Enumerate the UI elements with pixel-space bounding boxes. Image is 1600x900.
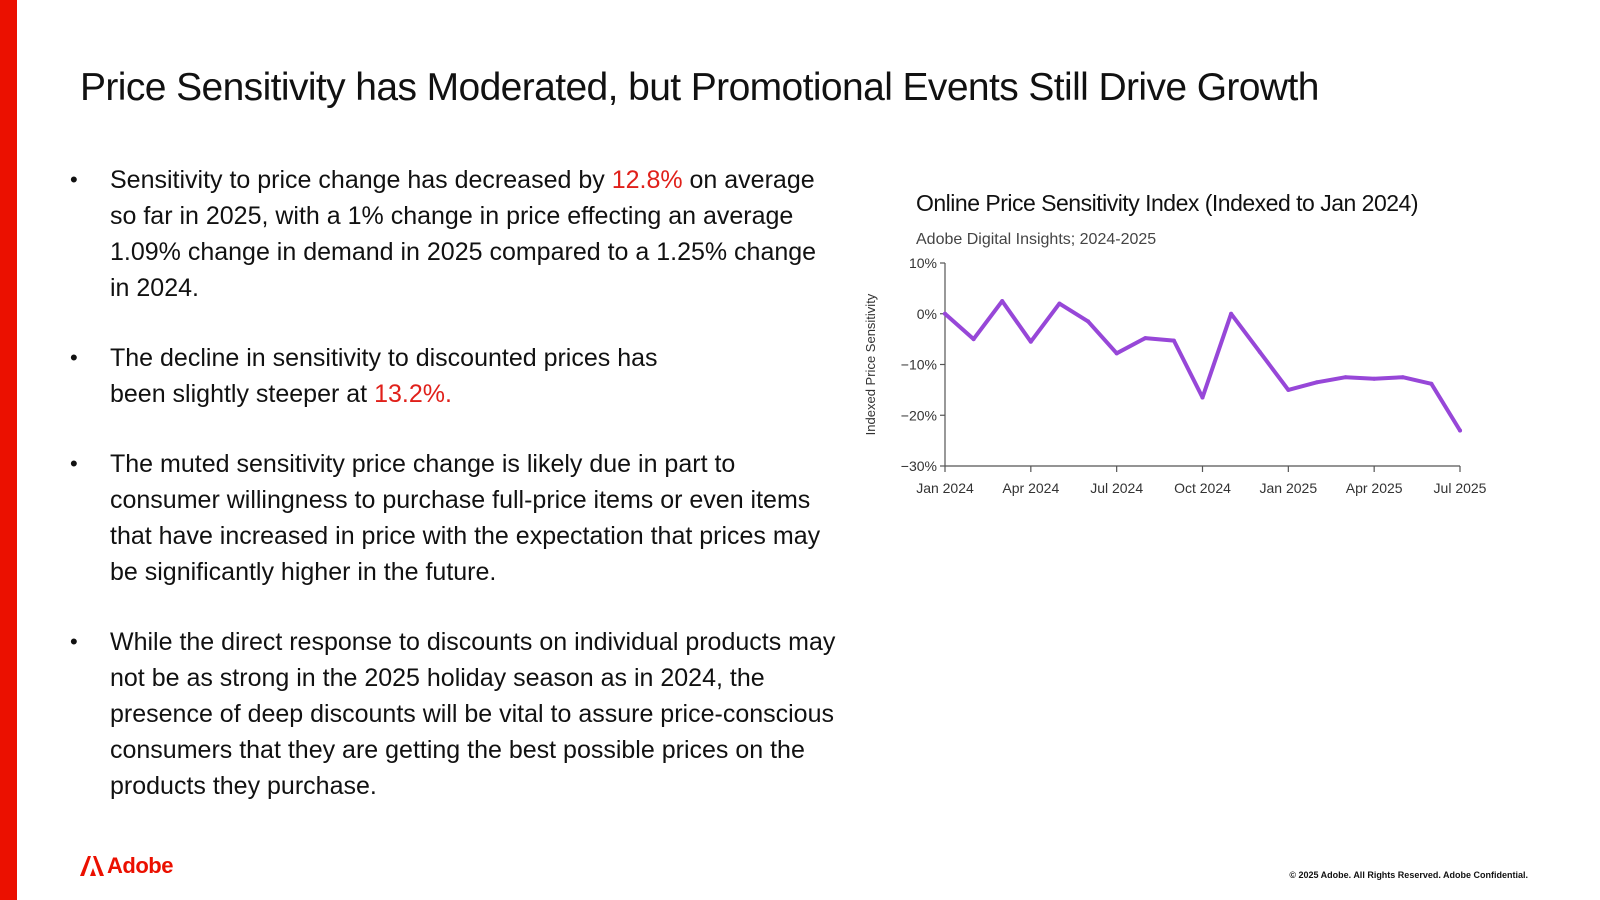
y-tick-label: 0% <box>917 306 937 322</box>
y-tick-label: −30% <box>901 458 937 474</box>
bullet-marker: • <box>70 451 78 476</box>
data-point <box>1200 395 1205 400</box>
x-tick-label: Apr 2025 <box>1346 480 1403 496</box>
x-tick-label: Jul 2024 <box>1090 480 1143 496</box>
bullet-text: on average so far in 2025, with a 1% cha… <box>110 166 817 302</box>
bullet-text: Sensitivity to price change has decrease… <box>110 166 612 194</box>
x-tick-label: Jan 2025 <box>1260 480 1318 496</box>
line-chart: 10% 0% −10% −20% −30% Jan 2024 Apr 2024 Jul 20… <box>863 255 1487 496</box>
bullet-marker: • <box>70 629 78 654</box>
data-point <box>1057 301 1062 306</box>
data-point <box>1314 380 1319 385</box>
x-tick-label: Jan 2024 <box>916 480 974 496</box>
chart-subtitle: Adobe Digital Insights; 2024-2025 <box>916 231 1157 248</box>
data-point <box>1429 381 1434 386</box>
adobe-logo: Adobe <box>80 853 173 879</box>
data-point <box>1458 428 1462 433</box>
data-point <box>1400 375 1405 380</box>
data-point <box>1000 299 1005 304</box>
data-point <box>1343 375 1348 380</box>
y-axis-ticks: 10% 0% −10% −20% −30% <box>901 255 945 474</box>
bullet-item: • The muted sensitivity price change is … <box>68 446 838 590</box>
bullet-text: The decline in sensitivity to discounted… <box>110 344 658 372</box>
bullet-text: While the direct response to discounts o… <box>110 628 836 800</box>
x-axis-ticks: Jan 2024 Apr 2024 Jul 2024 Oct 2024 Jan 2025… <box>916 466 1487 496</box>
x-tick-label: Oct 2024 <box>1174 480 1231 496</box>
adobe-logo-text: Adobe <box>107 853 173 878</box>
y-axis-label: Indexed Price Sensitivity <box>863 293 878 435</box>
data-point <box>1372 376 1377 381</box>
bullet-marker: • <box>70 167 78 192</box>
x-tick-label: Apr 2024 <box>1002 480 1059 496</box>
series-points <box>943 299 1462 433</box>
slide-title: Price Sensitivity has Moderated, but Pro… <box>80 66 1319 109</box>
bullet-item: • The decline in sensitivity to discount… <box>68 340 838 412</box>
data-point <box>943 311 947 316</box>
bullet-marker: • <box>70 345 78 370</box>
adobe-logo-icon <box>80 856 104 876</box>
y-tick-label: −10% <box>901 357 937 373</box>
bullet-text: been slightly steeper at <box>110 380 375 408</box>
series-line <box>943 299 1462 433</box>
data-point <box>1028 339 1033 344</box>
data-point <box>1229 311 1234 316</box>
bullet-item: • While the direct response to discounts… <box>68 624 838 804</box>
data-point <box>1286 387 1291 392</box>
highlight-value: 13.2%. <box>374 380 452 408</box>
brand-red-bar <box>0 0 17 900</box>
data-point <box>971 337 976 342</box>
highlight-value: 12.8% <box>611 166 683 194</box>
x-tick-label: Jul 2025 <box>1434 480 1487 496</box>
data-point <box>1143 336 1148 341</box>
data-point <box>1086 319 1091 324</box>
y-tick-label: 10% <box>909 255 937 271</box>
copyright-notice: © 2025 Adobe. All Rights Reserved. Adobe… <box>1289 870 1528 880</box>
data-point <box>1257 349 1262 354</box>
bullet-item: • Sensitivity to price change has decrea… <box>68 162 838 306</box>
y-tick-label: −20% <box>901 407 937 423</box>
bullet-list: • Sensitivity to price change has decrea… <box>68 162 838 838</box>
bullet-text: The muted sensitivity price change is li… <box>110 450 821 586</box>
data-point <box>1114 351 1119 356</box>
chart-title: Online Price Sensitivity Index (Indexed … <box>916 190 1419 216</box>
data-point <box>1171 338 1176 343</box>
